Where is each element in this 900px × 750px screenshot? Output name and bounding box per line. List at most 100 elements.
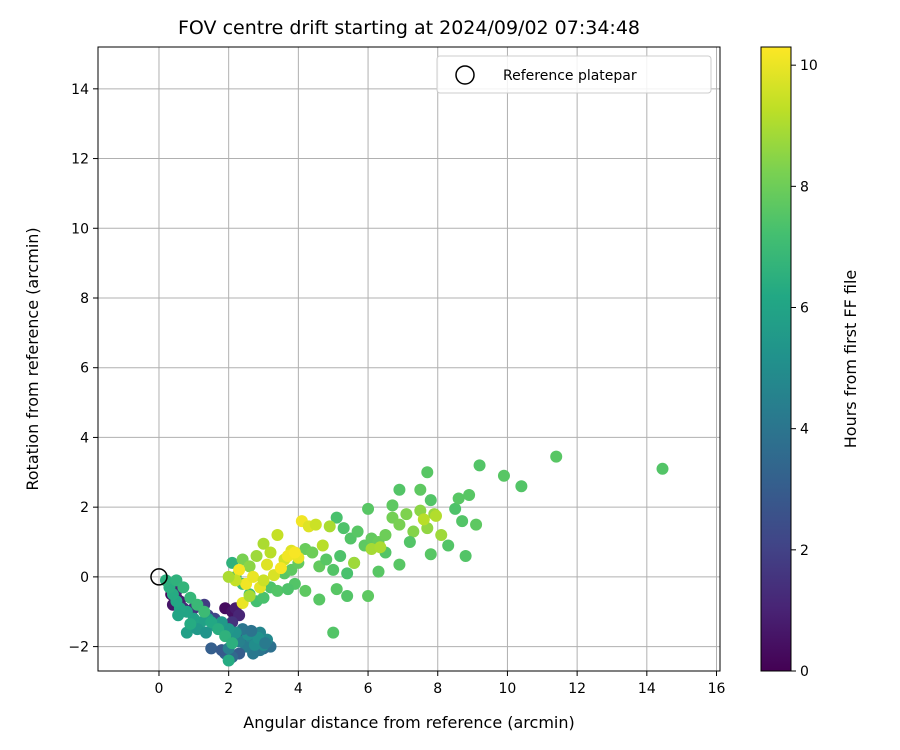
- data-point: [205, 642, 218, 655]
- colorbar-tick-label: 6: [800, 301, 809, 317]
- data-point: [222, 570, 235, 583]
- x-tick-label: 0: [155, 681, 164, 697]
- data-point: [281, 583, 294, 596]
- y-tick-label: 14: [71, 82, 89, 98]
- data-point: [386, 499, 399, 512]
- data-point: [184, 617, 197, 630]
- data-point: [233, 563, 246, 576]
- data-point: [334, 549, 347, 562]
- y-tick-label: 6: [80, 361, 89, 377]
- data-point: [274, 562, 287, 575]
- data-point: [656, 462, 669, 475]
- legend-label-reference: Reference platepar: [503, 68, 637, 84]
- data-point: [424, 548, 437, 561]
- data-point: [550, 450, 563, 463]
- data-point: [424, 494, 437, 507]
- colorbar: 0 2 4 6 8 10 Hours from first FF file: [760, 46, 860, 680]
- data-point: [316, 539, 329, 552]
- data-point: [341, 590, 354, 603]
- data-point: [309, 518, 322, 531]
- data-point: [362, 502, 375, 515]
- data-point: [257, 537, 270, 550]
- data-point: [243, 590, 256, 603]
- y-axis-label: Rotation from reference (arcmin): [23, 227, 42, 490]
- colorbar-tick-label: 4: [800, 422, 809, 438]
- data-point: [337, 522, 350, 535]
- data-point: [449, 502, 462, 515]
- data-point: [288, 546, 301, 559]
- data-point: [417, 513, 430, 526]
- data-point: [257, 591, 270, 604]
- data-point: [435, 529, 448, 542]
- data-point: [497, 469, 510, 482]
- data-point: [247, 570, 260, 583]
- x-tick-label: 14: [638, 681, 656, 697]
- legend: Reference platepar: [436, 55, 712, 94]
- data-point: [243, 560, 256, 573]
- data-point: [414, 483, 427, 496]
- x-tick-label: 16: [708, 681, 726, 697]
- data-point: [250, 549, 263, 562]
- legend-box: [436, 55, 712, 94]
- data-point: [374, 541, 387, 554]
- y-tick-label: 4: [80, 430, 89, 446]
- data-point: [226, 637, 239, 650]
- x-axis-label: Angular distance from reference (arcmin): [243, 713, 574, 732]
- data-point: [327, 563, 340, 576]
- data-point: [259, 637, 272, 650]
- y-tick-label: 12: [71, 152, 89, 168]
- data-point: [200, 626, 213, 639]
- data-point: [330, 511, 343, 524]
- data-point: [261, 558, 274, 571]
- colorbar-tick-label: 2: [800, 543, 809, 559]
- y-axis-ticks: −2 0 2 4 6 8 10 12 14: [68, 82, 98, 656]
- colorbar-tick-label: 8: [800, 179, 809, 195]
- data-point: [393, 518, 406, 531]
- data-point: [421, 466, 434, 479]
- x-axis-ticks: 0 2 4 6 8 10 12 14 16: [155, 671, 726, 697]
- data-point: [442, 539, 455, 552]
- data-point: [222, 654, 235, 667]
- colorbar-label: Hours from first FF file: [841, 270, 860, 449]
- data-point: [271, 584, 284, 597]
- data-point: [351, 525, 364, 538]
- data-point: [341, 567, 354, 580]
- x-tick-label: 6: [364, 681, 373, 697]
- data-point: [379, 529, 392, 542]
- data-point: [452, 492, 465, 505]
- data-point: [463, 488, 476, 501]
- data-point: [407, 525, 420, 538]
- data-point: [313, 593, 326, 606]
- data-point: [459, 549, 472, 562]
- data-point: [177, 581, 190, 594]
- data-point: [271, 529, 284, 542]
- x-tick-label: 12: [568, 681, 586, 697]
- data-point: [327, 626, 340, 639]
- data-point: [257, 574, 270, 587]
- colorbar-gradient: [760, 46, 792, 672]
- x-tick-label: 4: [294, 681, 303, 697]
- y-tick-label: −2: [68, 640, 89, 656]
- data-point: [470, 518, 483, 531]
- chart-title: FOV centre drift starting at 2024/09/02 …: [178, 17, 640, 39]
- data-point: [400, 508, 413, 521]
- y-tick-label: 0: [80, 570, 89, 586]
- data-points: [159, 450, 669, 667]
- data-point: [264, 546, 277, 559]
- data-point: [320, 553, 333, 566]
- colorbar-tick-label: 0: [800, 664, 809, 680]
- data-point: [430, 509, 443, 522]
- reference-platepar-marker: [150, 568, 168, 586]
- x-tick-label: 2: [224, 681, 233, 697]
- data-point: [323, 520, 336, 533]
- data-point: [172, 609, 185, 622]
- data-point: [456, 515, 469, 528]
- data-point: [393, 483, 406, 496]
- data-point: [473, 459, 486, 472]
- y-tick-label: 10: [71, 221, 89, 237]
- y-tick-label: 2: [80, 500, 89, 516]
- x-tick-label: 10: [499, 681, 517, 697]
- y-tick-label: 8: [80, 291, 89, 307]
- data-point: [330, 583, 343, 596]
